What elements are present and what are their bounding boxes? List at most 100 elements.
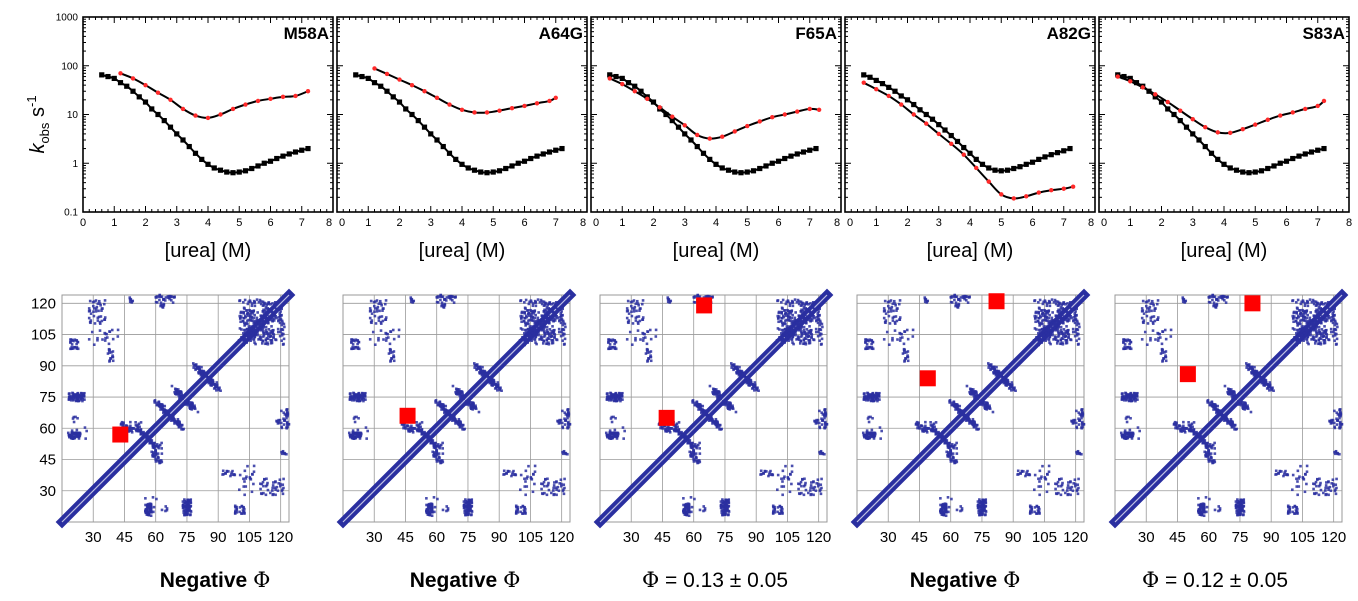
contact-cell: [184, 507, 188, 510]
contact-cell: [263, 310, 267, 314]
contact-cell: [264, 328, 268, 332]
contact-cell: [264, 314, 267, 318]
contact-cell: [256, 333, 259, 337]
contact-cell: [242, 343, 245, 347]
contact-cell: [164, 411, 168, 415]
data-point-wild-type: [1183, 124, 1190, 130]
contact-cell: [423, 430, 426, 434]
data-point-wild-type: [1315, 147, 1321, 153]
contact-cell: [164, 505, 168, 508]
contact-cell: [103, 339, 107, 342]
data-point-wild-type: [199, 156, 205, 162]
fit-curve-wild-type-s83a: [1117, 73, 1325, 174]
contact-cell: [91, 304, 95, 308]
contact-cell: [616, 431, 619, 435]
contact-cell: [524, 493, 527, 497]
contact-cell: [719, 428, 723, 431]
contact-cell: [533, 310, 536, 313]
contact-cell: [349, 392, 352, 395]
contact-cell: [238, 299, 242, 302]
contact-cell: [475, 363, 479, 366]
contact-cell: [372, 300, 376, 304]
contact-cell: [155, 497, 158, 501]
contact-cell: [149, 514, 153, 518]
data-point-wild-type: [534, 153, 540, 159]
contact-cell: [168, 297, 171, 301]
contact-cell: [712, 389, 715, 392]
contact-cell: [432, 446, 436, 449]
data-point-mutant: [899, 102, 904, 107]
contact-cell: [106, 352, 110, 355]
contact-cell: [524, 307, 527, 310]
contact-cell: [124, 424, 128, 428]
data-point-wild-type: [998, 168, 1004, 174]
contact-cell: [276, 307, 280, 311]
contact-cell: [552, 319, 555, 323]
contact-cell: [351, 338, 355, 342]
contact-cell: [609, 399, 613, 402]
contact-cell: [352, 434, 356, 438]
contact-cell: [250, 315, 254, 319]
contact-cell: [69, 338, 72, 341]
contact-cell: [153, 455, 157, 459]
contact-cell: [523, 301, 526, 304]
contact-cell: [177, 420, 181, 423]
contact-cell: [800, 320, 803, 324]
contact-cell: [76, 434, 80, 438]
contact-cell: [450, 298, 454, 302]
contact-cell: [715, 394, 719, 398]
contact-cell: [426, 439, 430, 442]
contact-cell: [266, 481, 269, 485]
contact-cell: [610, 436, 614, 439]
contact-cell: [691, 445, 694, 448]
contact-cell: [511, 471, 514, 474]
contact-cell: [265, 304, 268, 307]
contact-cell: [465, 511, 469, 514]
contact-cell: [777, 315, 781, 318]
contact-cell: [542, 329, 546, 333]
contact-cell: [272, 333, 276, 336]
contact-cell: [186, 501, 189, 504]
contact-cell: [417, 423, 421, 427]
contact-cell: [459, 421, 462, 425]
contact-cell: [469, 407, 473, 410]
mutation-marker: [399, 407, 416, 424]
contact-cell: [280, 327, 284, 331]
contact-cell: [785, 314, 788, 318]
contact-cell: [169, 295, 173, 298]
contact-cell: [800, 484, 803, 488]
contact-cell: [265, 332, 268, 335]
x-axis-label-s83a: [urea] (M): [1181, 240, 1268, 262]
contact-cell: [802, 318, 806, 321]
contact-cell: [792, 332, 795, 336]
contact-cell: [269, 334, 272, 338]
contact-cell: [561, 452, 565, 456]
contact-cell: [802, 325, 806, 329]
data-point-mutant: [1315, 103, 1320, 109]
contact-cell: [443, 408, 447, 411]
contact-cell: [350, 347, 353, 351]
data-point-mutant: [472, 110, 477, 115]
contact-cell: [552, 486, 555, 490]
data-point-wild-type: [421, 124, 428, 130]
contact-cell: [188, 504, 191, 507]
contact-cell: [555, 480, 558, 484]
contact-cell: [192, 366, 195, 369]
contact-cell: [175, 389, 179, 392]
contact-cell: [549, 318, 553, 322]
contact-cell: [627, 312, 631, 315]
data-point-wild-type: [149, 106, 155, 112]
contact-cell: [191, 403, 194, 406]
contact-cell: [533, 464, 537, 468]
contact-cell: [445, 411, 449, 415]
contact-cell: [466, 512, 470, 516]
contact-cell: [78, 431, 81, 435]
contact-cell: [277, 318, 281, 322]
contact-cell: [189, 500, 192, 504]
contact-cell: [781, 331, 785, 334]
contact-cell: [180, 423, 184, 427]
contact-cell: [461, 391, 464, 394]
contact-cell: [515, 509, 518, 513]
data-point-wild-type: [167, 124, 174, 130]
contact-cell: [249, 316, 252, 319]
